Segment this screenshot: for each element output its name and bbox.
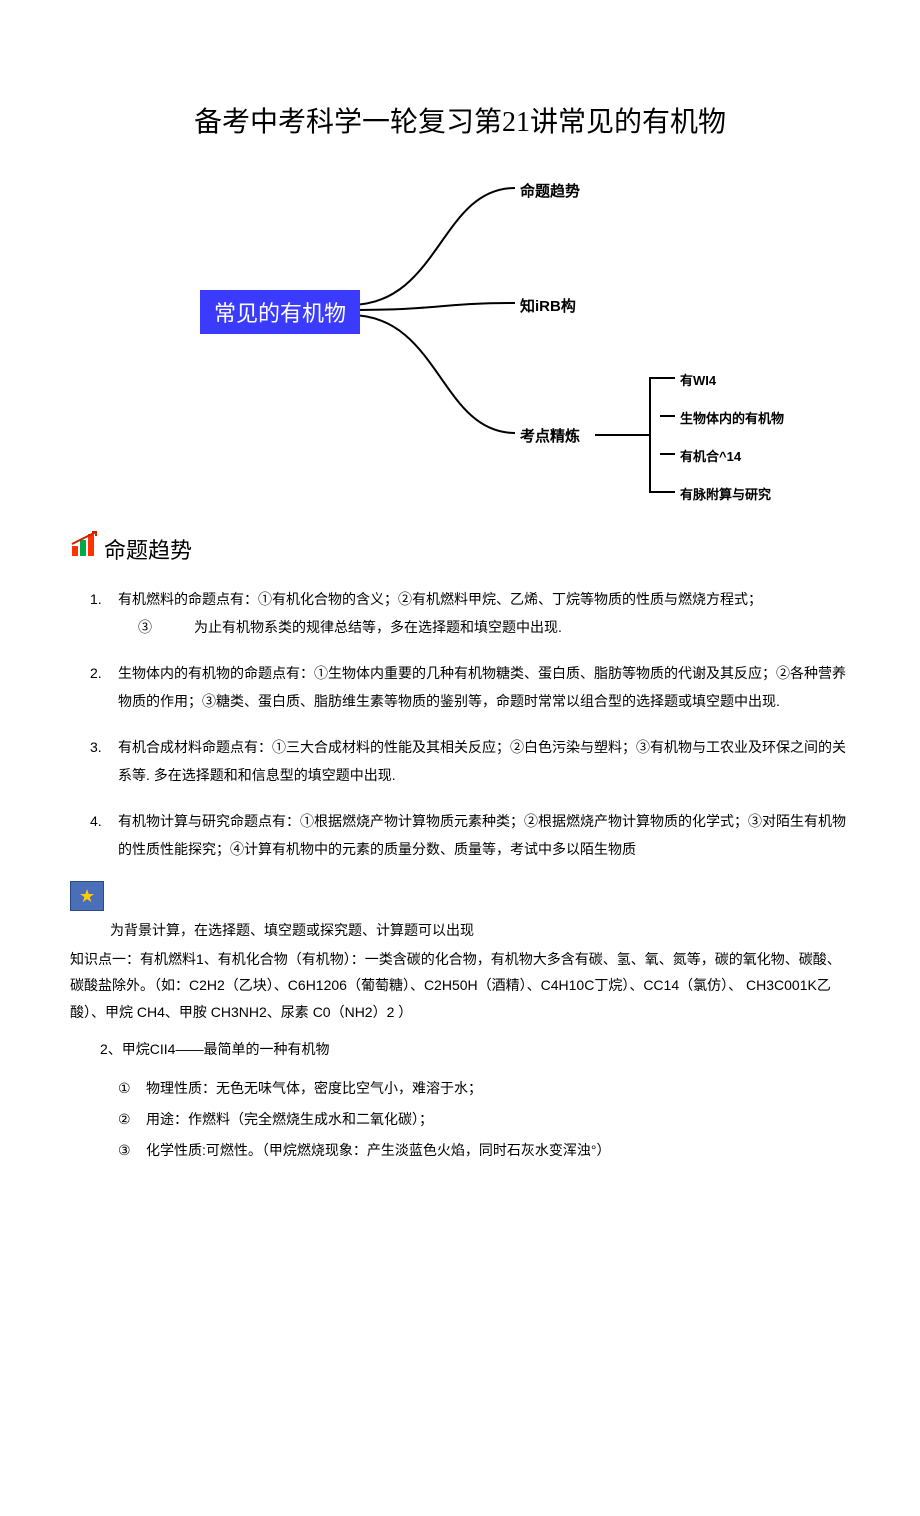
section-title-trends: 命题趋势: [104, 533, 192, 565]
list-item: 有机燃料的命题点有：①有机化合物的含义；②有机燃料甲烷、乙烯、丁烷等物质的性质与…: [90, 585, 850, 641]
item-text: 有机物计算与研究命题点有：①根据燃烧产物计算物质元素种类；②根据燃烧产物计算物质…: [118, 813, 846, 857]
list-item: 有机物计算与研究命题点有：①根据燃烧产物计算物质元素种类；②根据燃烧产物计算物质…: [90, 807, 850, 863]
item-text: 用途：作燃料（完全燃烧生成水和二氧化碳）；: [146, 1111, 433, 1127]
item-text: 有机燃料的命题点有：①有机化合物的含义；②有机燃料甲烷、乙烯、丁烷等物质的性质与…: [118, 591, 762, 607]
mindmap-sub-2: 有机合^14: [680, 446, 741, 465]
document-page: 备考中考科学一轮复习第21讲常见的有机物 常见的有机物 命题趋势 知iRB构 考…: [0, 0, 920, 1226]
list-item: 有机合成材料命题点有：①三大合成材料的性能及其相关反应；②白色污染与塑料；③有机…: [90, 733, 850, 789]
chart-icon: [70, 530, 100, 565]
item-num: ①: [118, 1073, 131, 1104]
list-item: 生物体内的有机物的命题点有：①生物体内重要的几种有机物糖类、蛋白质、脂肪等物质的…: [90, 659, 850, 715]
section-header-trends: 命题趋势: [70, 530, 850, 565]
mindmap-branch-0: 命题趋势: [520, 180, 580, 201]
list-item: ① 物理性质：无色无味气体，密度比空气小，难溶于水；: [118, 1073, 850, 1104]
trends-list: 有机燃料的命题点有：①有机化合物的含义；②有机燃料甲烷、乙烯、丁烷等物质的性质与…: [70, 585, 850, 863]
item-sub: ③ 为止有机物系类的规律总结等，多在选择题和填空题中出现.: [118, 613, 850, 641]
mindmap-sub-1: 生物体内的有机物: [680, 408, 784, 427]
methane-properties-list: ① 物理性质：无色无味气体，密度比空气小，难溶于水； ② 用途：作燃料（完全燃烧…: [70, 1073, 850, 1165]
mindmap-branch-1: 知iRB构: [520, 295, 576, 316]
knowledge-section: [70, 881, 850, 911]
background-calc-text: 为背景计算，在选择题、填空题或探究题、计算题可以出现: [70, 917, 850, 944]
item-text: 物理性质：无色无味气体，密度比空气小，难溶于水；: [146, 1080, 482, 1096]
item-text: 有机合成材料命题点有：①三大合成材料的性能及其相关反应；②白色污染与塑料；③有机…: [118, 739, 846, 783]
list-item: ③ 化学性质:可燃性。（甲烷燃烧现象：产生淡蓝色火焰，同时石灰水变浑浊°）: [118, 1135, 850, 1166]
item-text: 生物体内的有机物的命题点有：①生物体内重要的几种有机物糖类、蛋白质、脂肪等物质的…: [118, 665, 846, 709]
item-text: 化学性质:可燃性。（甲烷燃烧现象：产生淡蓝色火焰，同时石灰水变浑浊°）: [146, 1142, 611, 1158]
star-box-icon: [70, 881, 104, 911]
mindmap-diagram: 常见的有机物 命题趋势 知iRB构 考点精炼 有WI4 生物体内的有机物 有机合…: [140, 170, 780, 500]
knowledge-point-2-heading: 2、甲烷CII4——最简单的一种有机物: [70, 1039, 850, 1059]
mindmap-center-node: 常见的有机物: [200, 290, 360, 334]
knowledge-point-1: 知识点一：有机燃料1、有机化合物（有机物）：一类含碳的化合物，有机物大多含有碳、…: [70, 946, 850, 1026]
list-item: ② 用途：作燃料（完全燃烧生成水和二氧化碳）；: [118, 1104, 850, 1135]
page-title: 备考中考科学一轮复习第21讲常见的有机物: [70, 100, 850, 140]
mindmap-branch-2: 考点精炼: [520, 425, 580, 446]
item-num: ②: [118, 1104, 131, 1135]
item-num: ③: [118, 1135, 131, 1166]
mindmap-sub-3: 有脉附算与研究: [680, 484, 771, 503]
mindmap-sub-0: 有WI4: [680, 370, 716, 389]
